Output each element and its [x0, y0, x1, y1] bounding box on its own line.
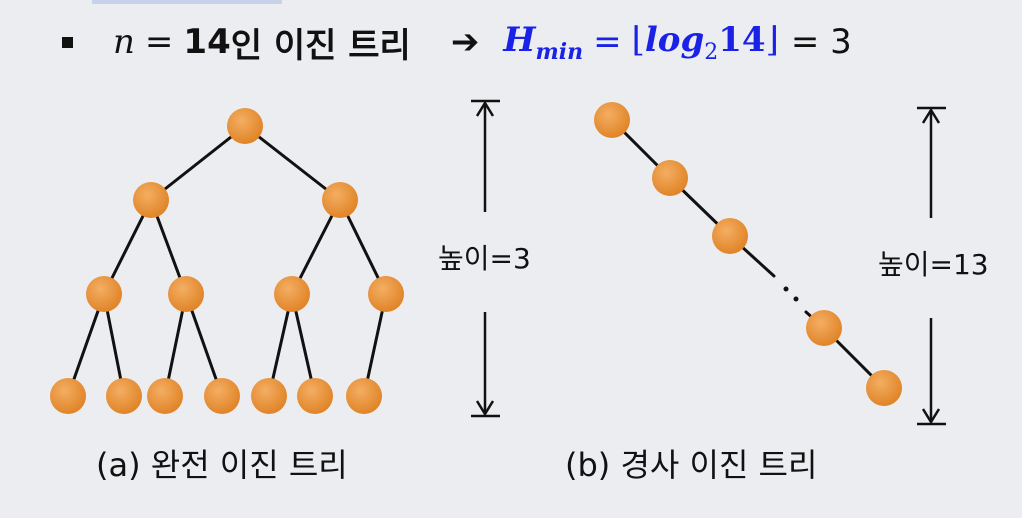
tree-node — [712, 218, 748, 254]
h-min-symbol: Hmin — [503, 20, 583, 65]
tree-node — [86, 276, 122, 312]
log-argument: 14 — [718, 19, 766, 60]
tree-node — [806, 310, 842, 346]
ellipsis-dot — [793, 296, 799, 302]
floor-close: ⌋ — [765, 19, 779, 60]
log-expression: ⌊log214⌋ — [632, 20, 779, 65]
tree-node — [274, 276, 310, 312]
tree-node — [297, 378, 333, 414]
skewed-tree-ellipsis — [783, 286, 799, 302]
edge — [243, 124, 342, 202]
floor-open: ⌊ — [631, 19, 645, 60]
tree-node — [168, 276, 204, 312]
tree-node — [106, 378, 142, 414]
edge — [66, 292, 106, 398]
height-label-b: 높이=13 — [878, 248, 989, 282]
log-base: 2 — [704, 39, 719, 65]
h-symbol: H — [503, 19, 536, 60]
tree-node — [368, 276, 404, 312]
right-arrow-icon: ➔ — [450, 22, 480, 62]
tree-node — [204, 378, 240, 414]
caption-skewed-tree: (b) 경사 이진 트리 — [565, 446, 818, 484]
arrow-up-icon — [475, 100, 495, 117]
equals-sign: = — [144, 22, 174, 62]
equals-sign-2: = — [593, 22, 622, 62]
tree-node — [251, 378, 287, 414]
tree-node — [50, 378, 86, 414]
tree-node — [866, 370, 902, 406]
tree-description: 인 이진 트리 — [230, 25, 411, 66]
ellipsis-dot — [783, 286, 789, 292]
headline: n = 14 인 이진 트리 ➔ Hmin = ⌊log214⌋ = 3 — [62, 14, 852, 70]
tree-node — [594, 102, 630, 138]
edge — [149, 124, 247, 202]
arrow-up-icon — [921, 107, 941, 124]
tree-node — [346, 378, 382, 414]
arrow-down-icon — [921, 408, 941, 425]
log-text: log — [644, 19, 705, 60]
n-value: 14 — [183, 22, 231, 62]
result-value: = 3 — [790, 22, 852, 62]
arrow-down-icon — [475, 400, 495, 417]
edge — [184, 292, 224, 398]
top-accent-bar — [92, 0, 282, 4]
h-subscript: min — [535, 38, 584, 65]
complete-tree-nodes — [50, 108, 404, 414]
height-indicator-b — [917, 106, 946, 426]
skewed-tree-nodes — [594, 102, 902, 406]
height-indicator-a — [471, 99, 500, 418]
skewed-tree-edges — [610, 118, 886, 390]
tree-node — [322, 182, 358, 218]
caption-complete-tree: (a) 완전 이진 트리 — [96, 446, 348, 484]
height-label-a: 높이=3 — [438, 242, 531, 276]
tree-node — [147, 378, 183, 414]
n-variable: n — [113, 22, 135, 62]
tree-node — [133, 182, 169, 218]
tree-node — [652, 160, 688, 196]
tree-node — [227, 108, 263, 144]
complete-tree-edges — [66, 124, 388, 398]
bullet-icon — [62, 36, 73, 48]
